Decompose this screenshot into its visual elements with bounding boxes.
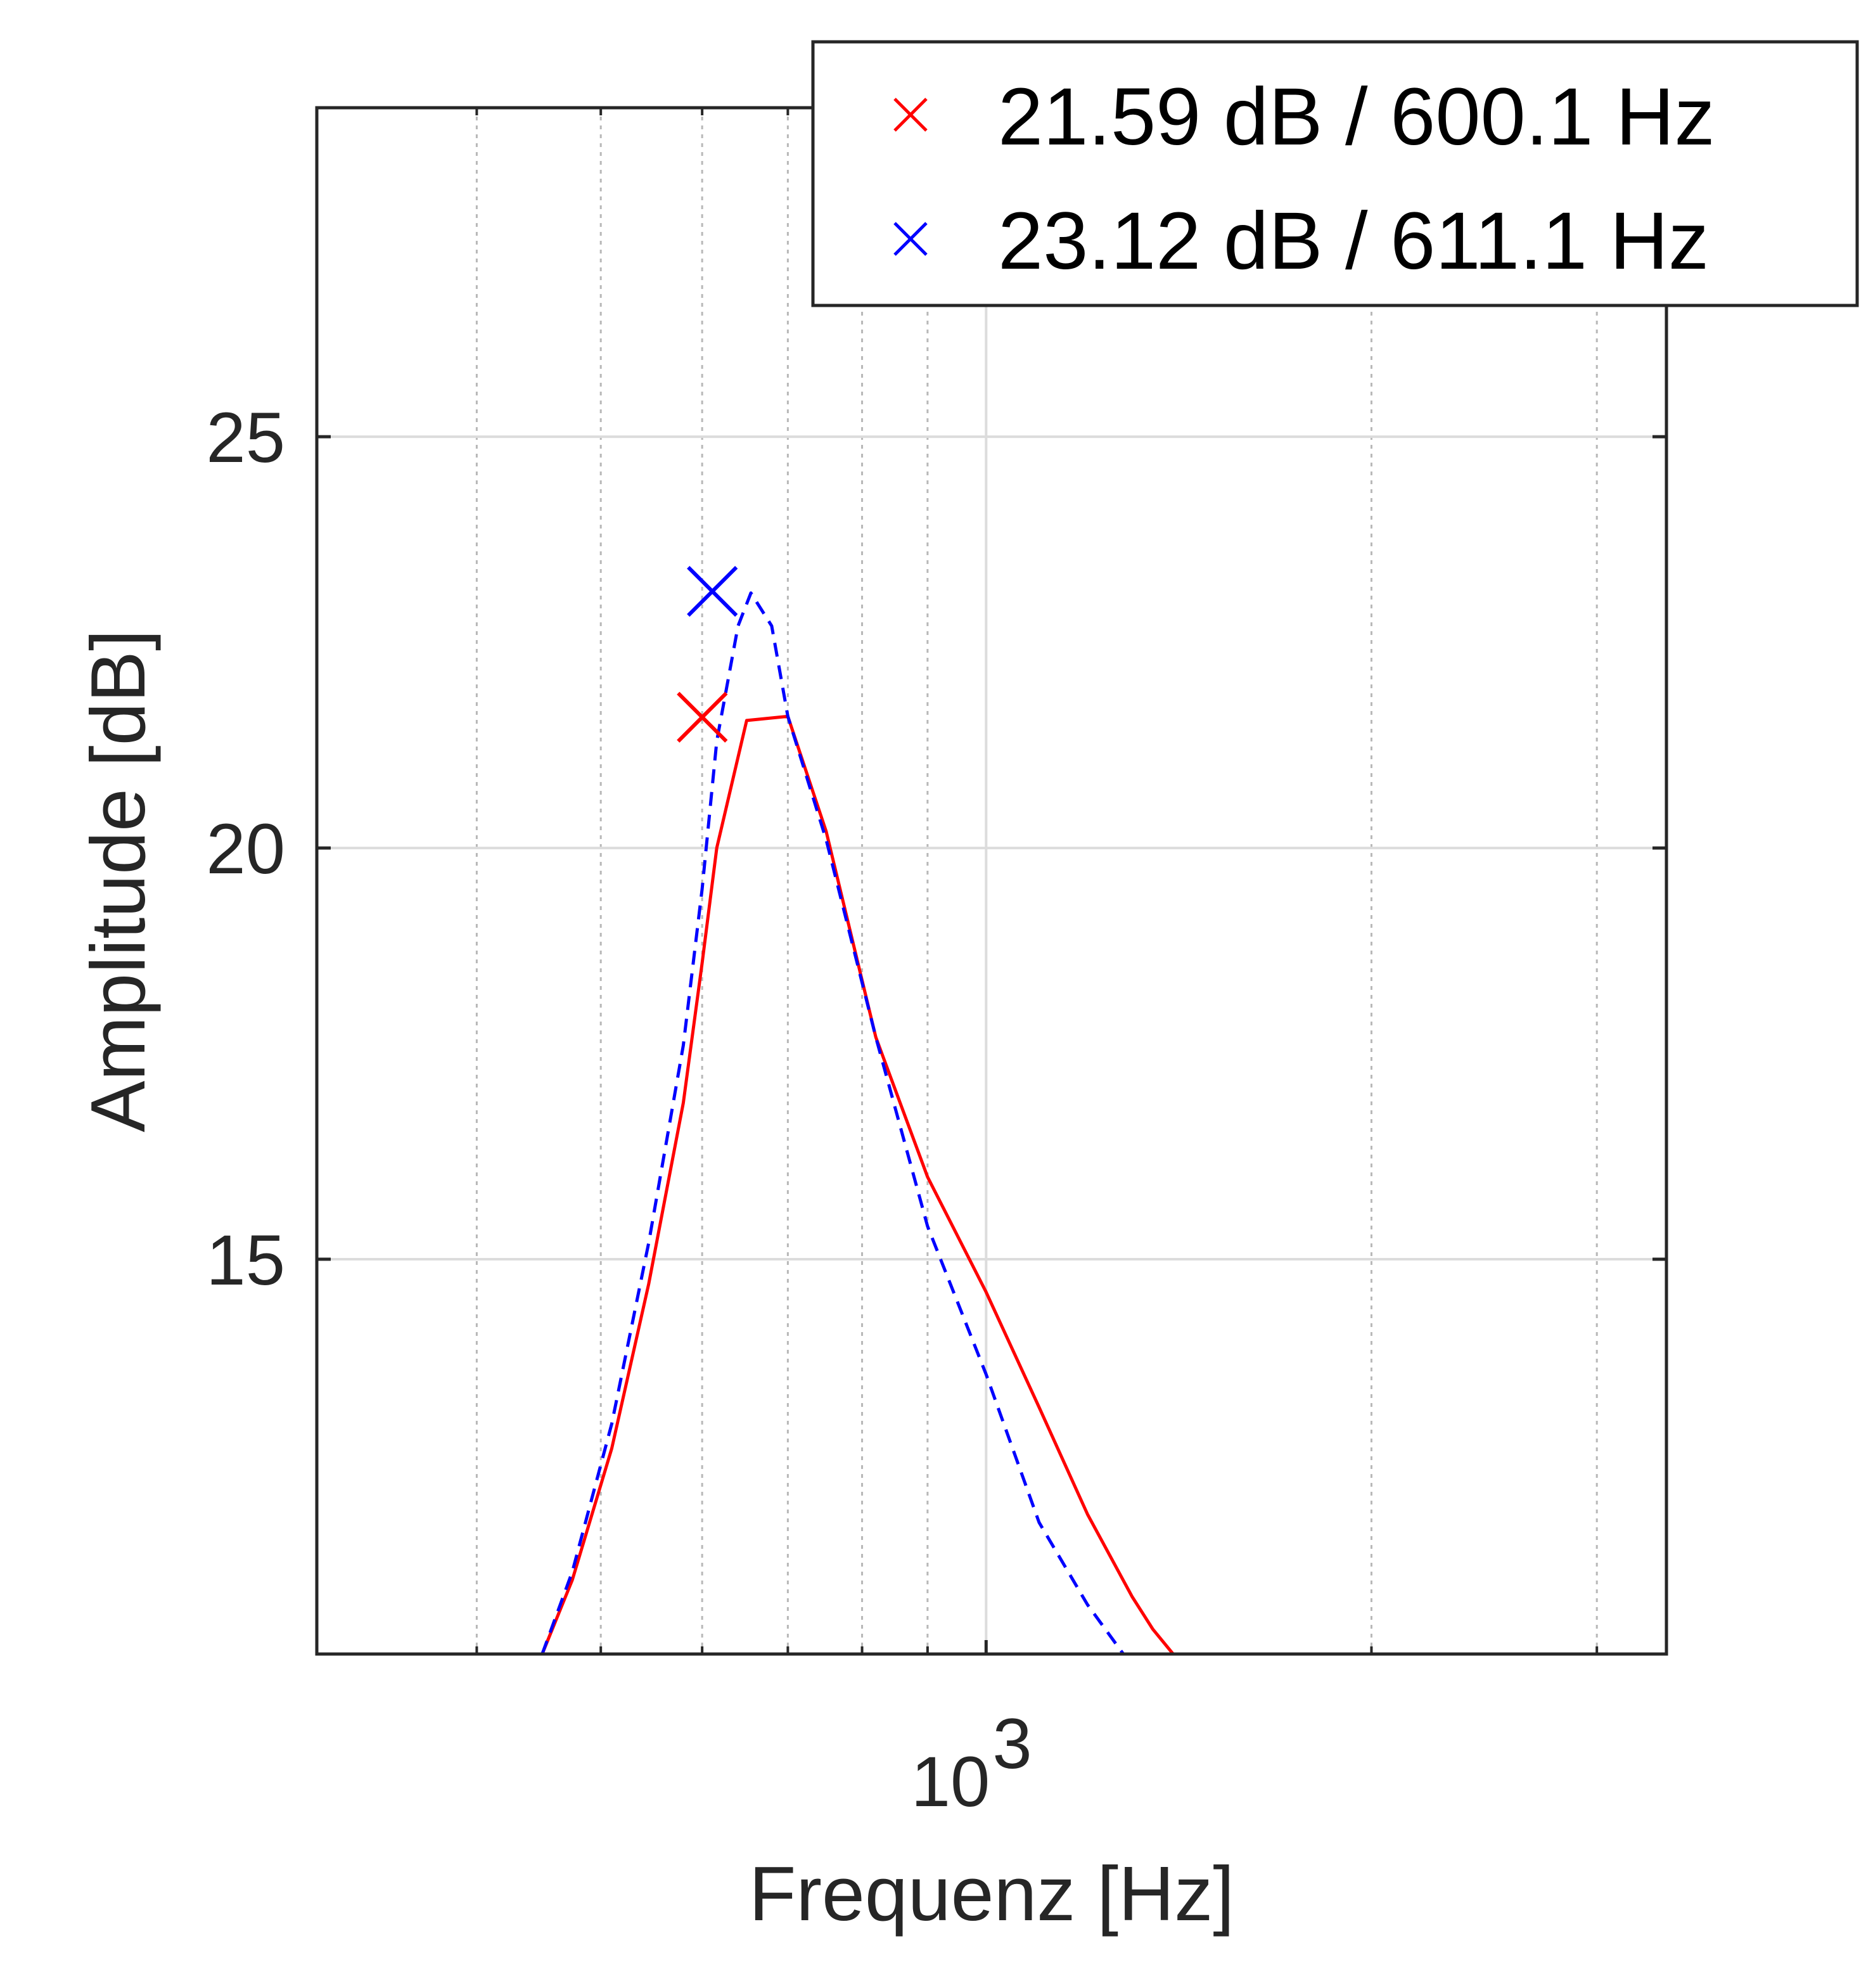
x-tick-labels: 10 3 [911, 1704, 1032, 1821]
legend-label-red: 21.59 dB / 600.1 Hz [998, 72, 1715, 162]
y-tick-label: 20 [206, 809, 285, 888]
major-grid [317, 108, 1666, 1654]
y-axis-title: Amplitude [dB] [75, 629, 161, 1132]
peak-marker-red [677, 691, 728, 743]
legend-red-x-icon [893, 98, 928, 132]
legend[interactable]: 21.59 dB / 600.1 Hz 23.12 dB / 611.1 Hz [811, 40, 1859, 307]
marker-stroke [677, 691, 728, 743]
plot-area [317, 108, 1666, 1654]
x-tick-label-base: 10 [911, 1742, 990, 1821]
y-tick-label: 25 [206, 398, 285, 477]
minor-grid [475, 108, 1598, 1654]
legend-box [811, 40, 1859, 307]
legend-label-blue: 23.12 dB / 611.1 Hz [998, 196, 1709, 286]
series-line-blue [540, 591, 1125, 1655]
legend-entry-red[interactable]: 21.59 dB / 600.1 Hz [893, 72, 1715, 162]
marker-stroke [687, 566, 738, 617]
series-line-red [540, 714, 1175, 1655]
marker-layer [677, 566, 738, 743]
peak-marker-blue [687, 566, 738, 617]
y-tick-label: 15 [206, 1221, 285, 1300]
legend-blue-x-icon [893, 222, 928, 256]
legend-entry-blue[interactable]: 23.12 dB / 611.1 Hz [893, 196, 1709, 286]
y-tick-labels: 15 20 25 [206, 398, 285, 1300]
series-layer [540, 591, 1175, 1655]
x-tick-label-exponent: 3 [992, 1704, 1032, 1783]
x-axis-title: Frequenz [Hz] [749, 1850, 1234, 1937]
